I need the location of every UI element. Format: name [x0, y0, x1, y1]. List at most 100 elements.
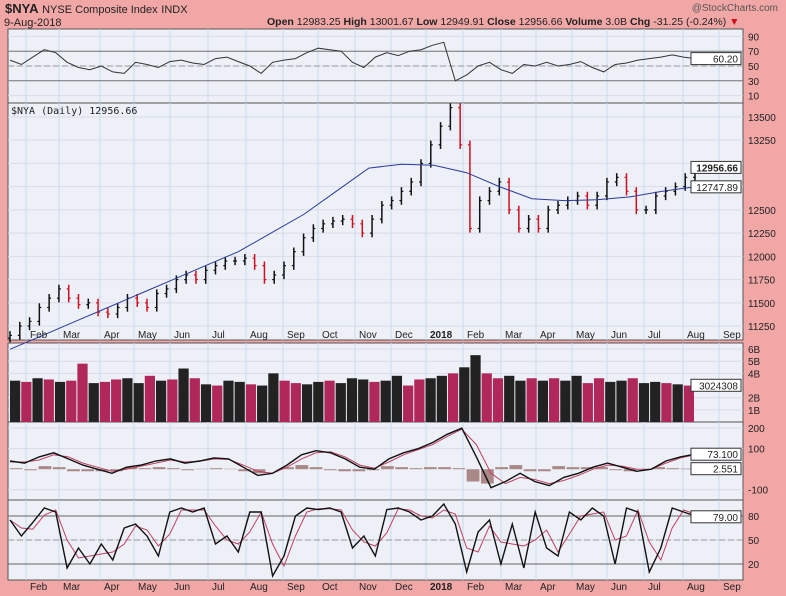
macd-histogram-bar: [10, 468, 23, 470]
volume-bar: [582, 383, 593, 422]
rsi-tick-label: 90: [748, 32, 760, 43]
rsi-line: [9, 41, 696, 82]
month-label: 2018: [430, 330, 453, 341]
volume-value: 3.0B: [605, 16, 628, 28]
month-label: Aug: [687, 330, 705, 341]
month-label: Jul: [212, 582, 225, 593]
watermark: @StockCharts.com: [691, 3, 778, 14]
price-tick-label: 13250: [748, 136, 776, 147]
close-value: 12956.66: [518, 16, 563, 28]
stoch-tick-label: 80: [748, 512, 760, 523]
volume-bar: [515, 380, 526, 422]
month-label: Oct: [322, 330, 338, 341]
volume-bar: [504, 375, 515, 422]
macd-histogram-bar: [352, 469, 366, 472]
index-name: NYSE Composite Index: [42, 4, 158, 16]
macd-histogram-bar: [238, 469, 252, 472]
macd-signal-line: [10, 428, 696, 485]
volume-bar: [616, 380, 627, 422]
month-label: Feb: [467, 330, 485, 341]
macd-histogram-bar: [495, 467, 508, 470]
rsi-tick-label: 30: [748, 77, 760, 88]
down-arrow-icon: ▼: [729, 16, 740, 28]
macd-histogram-bar: [295, 465, 309, 470]
volume-bar: [99, 381, 111, 422]
macd-histogram-bar: [309, 467, 323, 470]
volume-bar: [526, 378, 537, 422]
month-label: Mar: [63, 330, 81, 341]
rsi-tick-label: 70: [748, 47, 760, 58]
month-label: Jun: [174, 330, 190, 341]
volume-tick-label: 2B: [748, 394, 761, 405]
volume-bar: [492, 378, 504, 422]
macd-histogram-bar: [181, 469, 195, 471]
macd-histogram-bar: [152, 467, 166, 470]
macd-hist-last-label: 2.551: [713, 465, 738, 476]
volume-bar: [234, 381, 245, 422]
volume-bar: [324, 380, 335, 422]
volume-tick-label: 6B: [748, 345, 761, 356]
stoch-tick-label: 20: [748, 560, 760, 571]
volume-bar: [111, 379, 122, 422]
volume-bar: [571, 375, 582, 422]
month-label: Apr: [540, 582, 556, 593]
rsi-last-label: 60.20: [713, 55, 738, 66]
macd-hist-last-label-box: [690, 462, 742, 476]
month-label: May: [138, 330, 157, 341]
macd-histogram-bar: [438, 467, 451, 470]
macd-histogram-bar: [81, 469, 95, 472]
macd-last-label: 73.100: [707, 450, 738, 461]
month-label: Jul: [648, 582, 661, 593]
month-label: Sep: [723, 330, 741, 341]
month-label: Apr: [540, 330, 556, 341]
volume-bar: [32, 378, 43, 422]
volume-bar: [43, 379, 54, 422]
volume-bar: [605, 381, 616, 422]
volume-bar: [549, 378, 560, 422]
exchange: INDX: [161, 4, 188, 16]
month-label: Oct: [322, 582, 338, 593]
month-label: Apr: [104, 330, 120, 341]
volume-bar: [661, 383, 672, 422]
price-tick-label: 11500: [748, 299, 776, 310]
volume-bar: [683, 385, 694, 422]
macd-histogram-bar: [38, 466, 52, 470]
macd-histogram-bar: [281, 467, 294, 470]
macd-histogram-bar: [67, 469, 80, 472]
date: 9-Aug-2018: [4, 17, 62, 29]
macd-histogram-bar: [52, 467, 66, 470]
month-label: Nov: [359, 582, 377, 593]
price-tick-label: 12000: [748, 252, 776, 263]
month-label: Mar: [505, 330, 523, 341]
stoch-tick-label: 50: [748, 536, 760, 547]
volume-bar: [301, 384, 313, 422]
macd-histogram-bar: [323, 469, 337, 471]
volume-last-label-box: [690, 378, 742, 392]
macd-histogram-bar: [24, 469, 38, 471]
stoch-line: [9, 502, 696, 579]
price-last-label: 12956.66: [696, 163, 738, 174]
macd-last-label-box: [690, 447, 742, 461]
month-label: Jun: [174, 582, 190, 593]
volume-bar: [470, 355, 481, 422]
volume-bar: [245, 384, 257, 422]
month-label: 2018: [430, 582, 453, 593]
volume-bar: [627, 378, 638, 422]
volume-bar: [178, 368, 189, 422]
open-label: Open: [267, 16, 294, 28]
month-label: Jun: [611, 582, 627, 593]
macd-histogram-bar: [452, 468, 466, 470]
volume-bar: [167, 379, 178, 422]
volume-tick-label: 5B: [748, 357, 761, 368]
rsi-tick-label: 10: [748, 92, 760, 103]
macd-histogram-bar: [466, 469, 480, 482]
month-label: Mar: [505, 582, 523, 593]
macd-histogram-bar: [509, 465, 523, 470]
volume-bar: [122, 378, 133, 422]
symbol: $NYA: [5, 1, 39, 16]
ma200-line: [9, 163, 696, 350]
macd-histogram-bar: [595, 467, 608, 470]
volume-bar: [436, 375, 447, 422]
volume-bar: [77, 363, 88, 422]
